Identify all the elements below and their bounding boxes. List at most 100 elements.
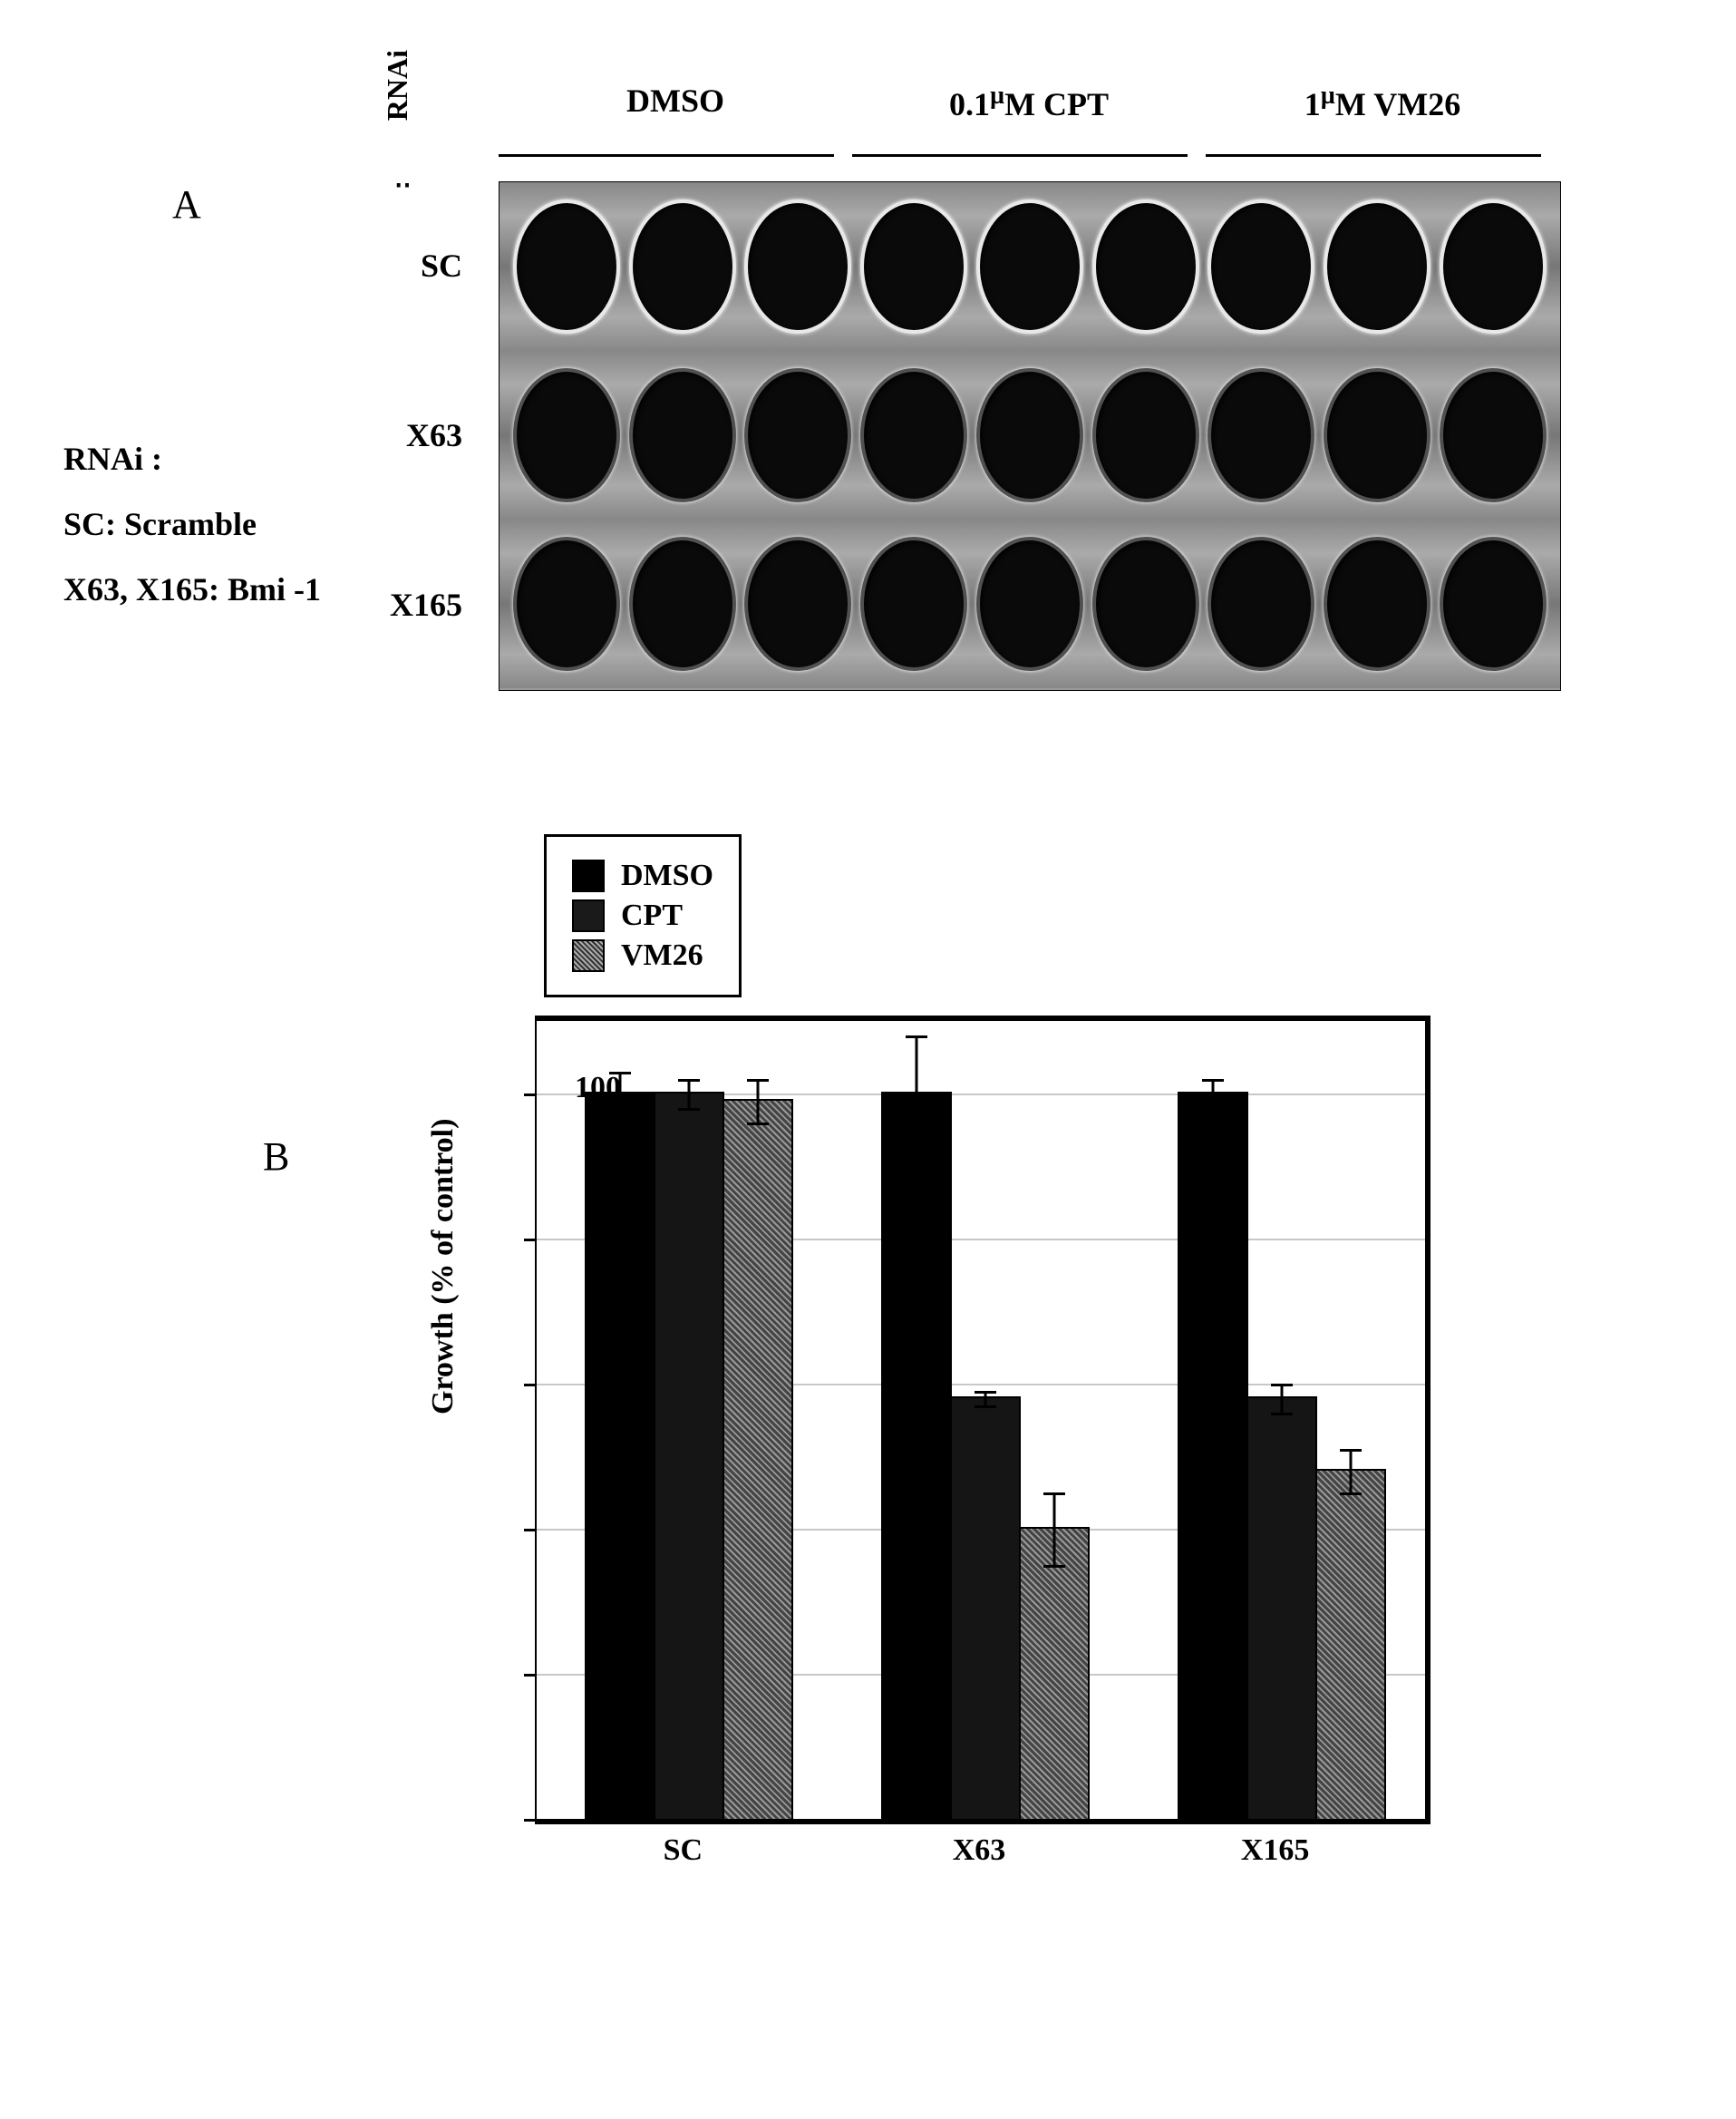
error-cap	[609, 1115, 631, 1118]
panel-a: A RNAi ‥ DMSO 0.1µM CPT 1µM VM26 SC X63 …	[36, 36, 1700, 780]
x-tick-label: X165	[1241, 1833, 1310, 1868]
plate-row-labels: SC X63 X165	[326, 181, 462, 689]
swatch-dmso	[572, 860, 605, 892]
well	[744, 368, 851, 502]
error-bar	[1211, 1079, 1214, 1108]
well	[1440, 199, 1547, 334]
x-tick-label: X63	[953, 1833, 1006, 1868]
well	[976, 368, 1083, 502]
rnai-side-label: RNAi	[381, 50, 414, 121]
plot-region	[535, 1016, 1431, 1824]
well	[976, 537, 1083, 671]
error-cap	[1271, 1384, 1293, 1386]
well	[976, 199, 1083, 334]
error-cap	[1340, 1492, 1362, 1495]
bar-SC-VM26	[723, 1099, 793, 1819]
error-cap	[906, 1035, 927, 1038]
well	[1207, 368, 1314, 502]
legend-label-dmso: DMSO	[621, 859, 713, 893]
error-bar	[916, 1035, 918, 1152]
header-underlines	[499, 154, 1541, 157]
error-cap	[906, 1152, 927, 1154]
row-label-x63: X63	[326, 416, 462, 454]
error-cap	[975, 1405, 996, 1408]
bar-SC-CPT	[654, 1092, 724, 1819]
x-tick-label: SC	[664, 1833, 703, 1868]
swatch-vm26	[572, 939, 605, 972]
bar-X63-CPT	[950, 1396, 1021, 1819]
well	[744, 199, 851, 334]
y-tick-label: 100	[575, 1071, 621, 1105]
swatch-cpt	[572, 899, 605, 932]
error-cap	[1202, 1079, 1224, 1082]
error-cap	[975, 1391, 996, 1394]
well	[860, 199, 967, 334]
well	[1440, 368, 1547, 502]
y-tick	[524, 1674, 537, 1677]
y-tick-label: 20	[590, 1651, 621, 1686]
legend-label-vm26: VM26	[621, 938, 703, 973]
well	[860, 537, 967, 671]
error-cap	[1202, 1108, 1224, 1111]
bar-X165-VM26	[1315, 1469, 1386, 1819]
plate-row-x63	[499, 351, 1560, 520]
well	[744, 537, 851, 671]
treatment-headers: DMSO 0.1µM CPT 1µM VM26	[499, 82, 1559, 123]
well	[1324, 199, 1431, 334]
error-cap	[678, 1079, 700, 1082]
well	[629, 537, 736, 671]
well	[1324, 537, 1431, 671]
panel-a-label: A	[172, 181, 201, 228]
treatment-header-cpt: 0.1µM CPT	[852, 82, 1206, 123]
error-cap	[1271, 1413, 1293, 1415]
well	[513, 537, 620, 671]
bar-X63-VM26	[1019, 1527, 1090, 1819]
well	[513, 199, 620, 334]
error-bar	[757, 1079, 760, 1123]
y-tick	[524, 1384, 537, 1386]
error-cap	[678, 1108, 700, 1111]
error-bar	[1053, 1492, 1056, 1565]
error-bar	[1349, 1449, 1352, 1492]
bar-X165-DMSO	[1178, 1092, 1248, 1819]
panel-b: B DMSO CPT VM26 Growth (% of control) 0 2…	[36, 834, 1700, 2013]
panel-a-legend: RNAi : SC: Scramble X63, X165: Bmi -1	[63, 426, 321, 622]
y-tick-label: 40	[590, 1506, 621, 1541]
bar-X63-DMSO	[881, 1092, 952, 1819]
y-axis-label: Growth (% of control)	[426, 1119, 461, 1414]
well	[1324, 368, 1431, 502]
legend-label-cpt: CPT	[621, 899, 683, 933]
legend-line-2: SC: Scramble	[63, 491, 321, 557]
error-bar	[688, 1079, 691, 1108]
error-cap	[1340, 1449, 1362, 1452]
y-tick-label: 80	[590, 1216, 621, 1250]
legend-item-vm26: VM26	[572, 938, 713, 973]
plate-row-x165	[499, 520, 1560, 688]
y-tick-label: 0	[606, 1796, 621, 1831]
well-plate-image	[499, 181, 1561, 691]
treatment-header-dmso: DMSO	[499, 82, 852, 123]
bar-SC-DMSO	[585, 1092, 655, 1819]
legend-line-1: RNAi :	[63, 426, 321, 491]
well	[629, 368, 736, 502]
panel-b-label: B	[263, 1133, 289, 1180]
y-tick	[524, 1094, 537, 1096]
well	[1207, 537, 1314, 671]
row-label-sc: SC	[326, 247, 462, 285]
error-cap	[1043, 1492, 1065, 1495]
legend-item-cpt: CPT	[572, 899, 713, 933]
error-cap	[747, 1123, 769, 1125]
error-cap	[1043, 1565, 1065, 1568]
y-tick	[524, 1819, 537, 1822]
legend-line-3: X63, X165: Bmi -1	[63, 557, 321, 622]
error-cap	[747, 1079, 769, 1082]
well	[629, 199, 736, 334]
bar-chart: DMSO CPT VM26 Growth (% of control) 0204…	[462, 834, 1441, 1922]
y-tick-label: 60	[590, 1361, 621, 1395]
well	[1092, 537, 1199, 671]
well	[1207, 199, 1314, 334]
chart-legend: DMSO CPT VM26	[544, 834, 742, 997]
well	[860, 368, 967, 502]
well	[513, 368, 620, 502]
y-tick	[524, 1239, 537, 1241]
